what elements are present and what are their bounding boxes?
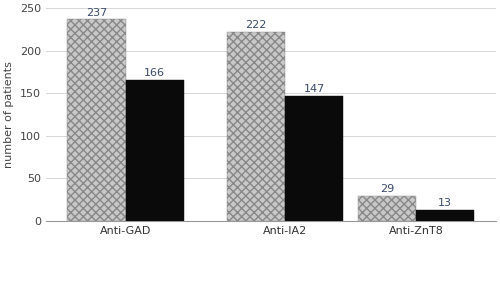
Y-axis label: number of patients: number of patients [4,61,14,168]
Bar [286,96,344,221]
Bar [416,210,474,221]
Text: 29: 29 [380,185,394,194]
Bar [358,196,416,221]
Text: 13: 13 [438,198,452,208]
Text: 237: 237 [86,8,107,18]
Bar [126,80,184,221]
Bar [227,32,286,221]
Text: 222: 222 [246,20,267,30]
Bar [68,19,126,221]
Text: 147: 147 [304,84,325,94]
Text: 166: 166 [144,68,165,78]
